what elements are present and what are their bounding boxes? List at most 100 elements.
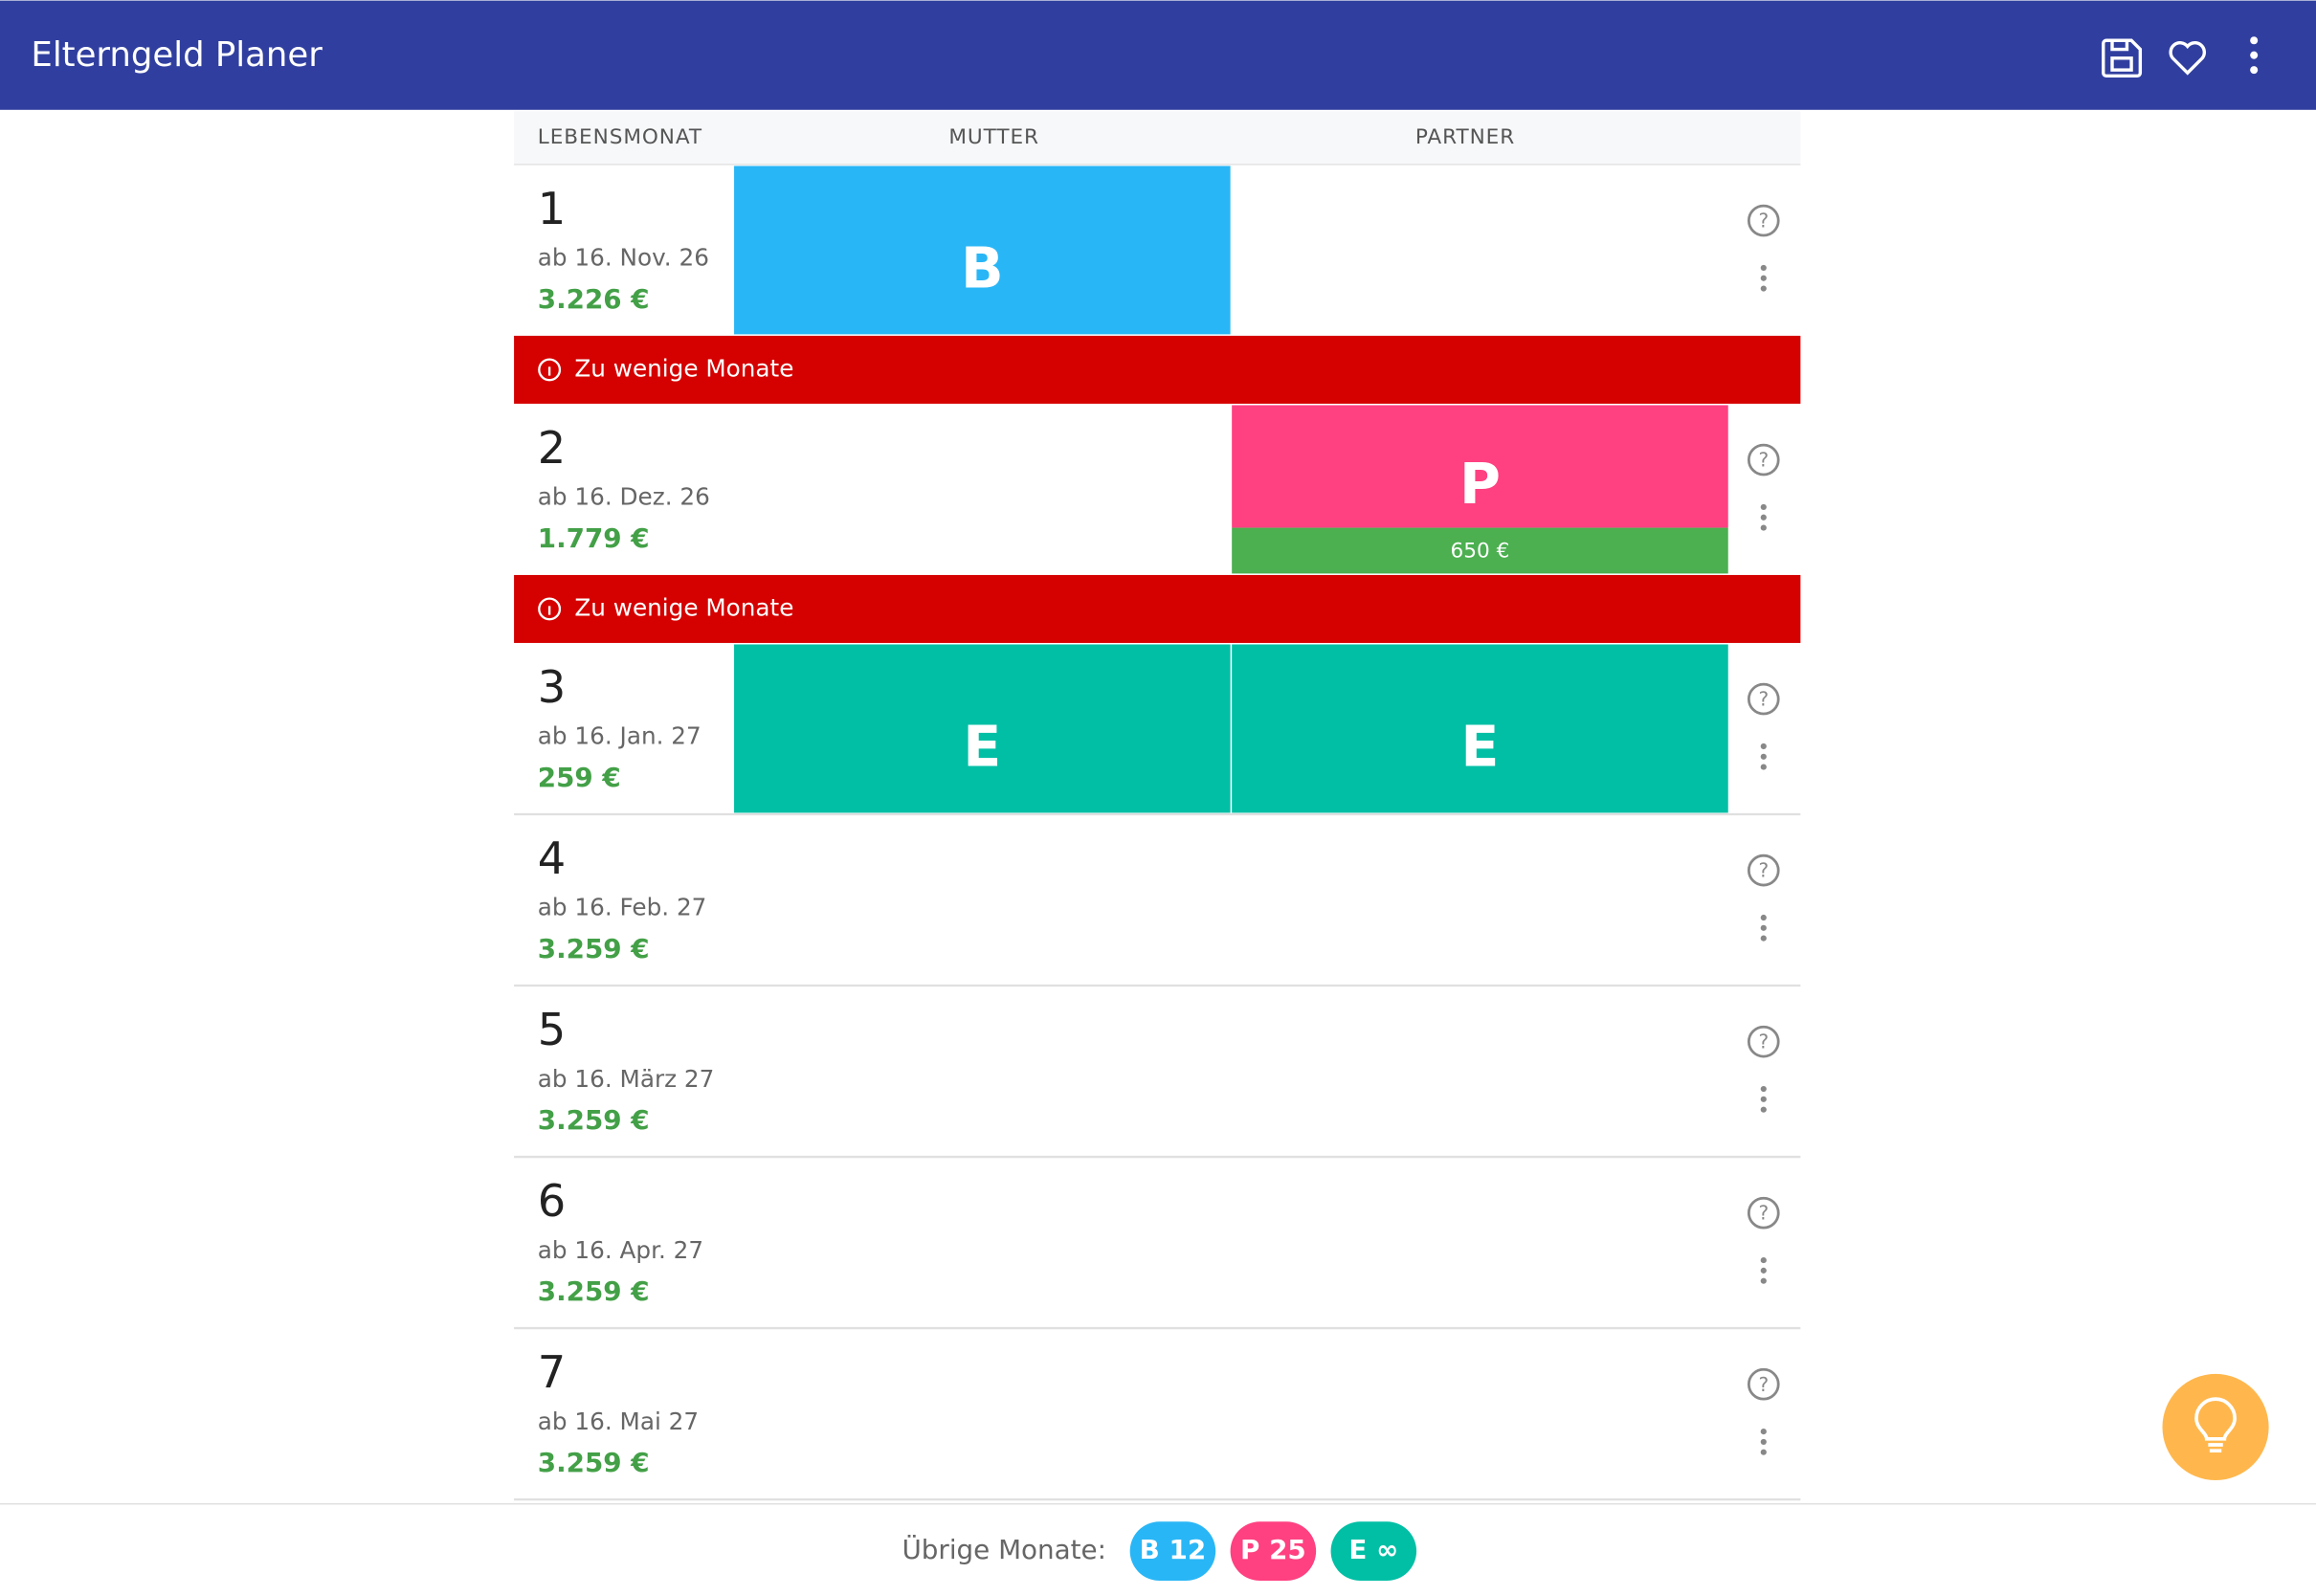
info-icon bbox=[538, 597, 562, 621]
month-date: ab 16. März 27 bbox=[538, 1065, 715, 1093]
more-dot bbox=[1760, 1085, 1767, 1093]
amount-bar-label: 650 € bbox=[1451, 539, 1510, 563]
favorite-button[interactable] bbox=[2169, 41, 2206, 76]
remaining-chip-label: E ∞ bbox=[1348, 1534, 1398, 1565]
more-button[interactable] bbox=[1760, 1085, 1767, 1113]
plan-cell[interactable] bbox=[734, 644, 1231, 813]
more-dot bbox=[1760, 524, 1767, 531]
more-dot bbox=[1760, 935, 1767, 942]
more-dot bbox=[1760, 1267, 1767, 1274]
warning-banner bbox=[514, 574, 1801, 643]
more-dot bbox=[1760, 1449, 1767, 1455]
more-dot bbox=[1760, 1277, 1767, 1284]
month-number: 4 bbox=[538, 832, 566, 884]
menu-button[interactable] bbox=[2250, 36, 2259, 75]
help-button[interactable]: ? bbox=[1747, 1025, 1780, 1058]
month-number: 3 bbox=[538, 661, 566, 713]
remaining-chip bbox=[1230, 1521, 1317, 1581]
help-icon bbox=[1747, 853, 1780, 887]
column-header: LEBENSMONAT bbox=[538, 125, 702, 149]
remaining-chip bbox=[1330, 1521, 1417, 1581]
month-number: 6 bbox=[538, 1175, 566, 1227]
month-amount: 3.259 € bbox=[538, 933, 650, 964]
help-button[interactable]: ? bbox=[1747, 682, 1780, 716]
tip-button[interactable] bbox=[2162, 1373, 2269, 1481]
more-dot bbox=[1760, 285, 1767, 292]
more-button[interactable] bbox=[1760, 914, 1767, 942]
more-button[interactable] bbox=[1760, 743, 1767, 770]
remaining-chip-label: P 25 bbox=[1240, 1534, 1306, 1565]
month-amount: 1.779 € bbox=[538, 522, 650, 554]
month-date: ab 16. Jan. 27 bbox=[538, 722, 701, 750]
plan-cell-label: B bbox=[961, 236, 1004, 301]
warning-banner bbox=[514, 335, 1801, 404]
more-dot bbox=[1760, 914, 1767, 921]
help-icon: ? bbox=[1758, 1202, 1769, 1225]
help-button[interactable]: ? bbox=[1747, 443, 1780, 477]
more-dot bbox=[1760, 924, 1767, 931]
rows: 1 ab 16. Nov. 26 3.226 € B? Zu wenige Monate… bbox=[514, 166, 1801, 1501]
column-header: PARTNER bbox=[1415, 125, 1515, 149]
help-icon: ? bbox=[1758, 449, 1769, 472]
help-icon bbox=[1747, 1196, 1780, 1230]
help-button[interactable]: ? bbox=[1747, 204, 1780, 237]
month-number: 1 bbox=[538, 183, 566, 234]
help-button[interactable]: ? bbox=[1747, 1196, 1780, 1230]
help-icon: ? bbox=[1758, 1373, 1769, 1396]
info-icon bbox=[538, 358, 562, 382]
more-dot bbox=[1760, 1106, 1767, 1113]
more-dot bbox=[1760, 764, 1767, 770]
remaining-chip bbox=[1129, 1521, 1216, 1581]
table-header bbox=[514, 111, 1801, 165]
help-button[interactable]: ? bbox=[1747, 853, 1780, 887]
help-icon bbox=[1747, 1367, 1780, 1401]
more-button[interactable] bbox=[1760, 1429, 1767, 1455]
month-number: 5 bbox=[538, 1004, 566, 1055]
app-title: Elterngeld Planer bbox=[31, 35, 323, 75]
plan-cell[interactable] bbox=[1232, 405, 1728, 528]
help-icon: ? bbox=[1758, 859, 1769, 882]
help-icon: ? bbox=[1758, 1031, 1769, 1053]
more-dot bbox=[1760, 275, 1767, 281]
month-date: ab 16. Apr. 27 bbox=[538, 1236, 703, 1264]
month-amount: 3.259 € bbox=[538, 1275, 650, 1307]
more-button[interactable] bbox=[1760, 503, 1767, 531]
more-dot bbox=[1760, 1438, 1767, 1445]
save-button[interactable] bbox=[2102, 38, 2143, 78]
month-number: 2 bbox=[538, 422, 566, 474]
amount-bar bbox=[1232, 527, 1728, 574]
more-dot bbox=[1760, 264, 1767, 272]
column-header: MUTTER bbox=[948, 125, 1039, 149]
plan-cell-label: P bbox=[1459, 452, 1501, 517]
more-dot bbox=[1760, 743, 1767, 750]
month-date: ab 16. Nov. 26 bbox=[538, 244, 709, 272]
month-amount: 3.259 € bbox=[538, 1104, 650, 1136]
warning-text: Zu wenige Monate bbox=[574, 593, 793, 621]
warning-text: Zu wenige Monate bbox=[574, 354, 793, 382]
more-dot bbox=[1760, 753, 1767, 760]
more-dot bbox=[1760, 503, 1767, 511]
more-dot bbox=[1760, 1429, 1767, 1435]
more-button[interactable] bbox=[1760, 264, 1767, 292]
footer-label: Übrige Monate: bbox=[902, 1533, 1106, 1565]
plan-cell[interactable] bbox=[734, 166, 1231, 335]
plan-cell[interactable] bbox=[1232, 644, 1728, 813]
month-amount: 3.226 € bbox=[538, 283, 650, 315]
help-icon bbox=[1747, 204, 1780, 237]
help-button[interactable]: ? bbox=[1747, 1367, 1780, 1401]
more-button[interactable] bbox=[1760, 1256, 1767, 1284]
plan-cell-label: E bbox=[963, 715, 1001, 780]
help-icon: ? bbox=[1758, 688, 1769, 711]
help-icon: ? bbox=[1758, 210, 1769, 233]
chips: B 12 P 25 E ∞ bbox=[1129, 1521, 1417, 1581]
month-date: ab 16. Dez. 26 bbox=[538, 483, 710, 511]
more-dot bbox=[1760, 1096, 1767, 1102]
help-icon bbox=[1747, 1025, 1780, 1058]
month-amount: 259 € bbox=[538, 762, 621, 793]
month-date: ab 16. Mai 27 bbox=[538, 1408, 699, 1435]
more-dot bbox=[1760, 1256, 1767, 1264]
more-dot bbox=[1760, 514, 1767, 521]
month-number: 7 bbox=[538, 1346, 566, 1398]
